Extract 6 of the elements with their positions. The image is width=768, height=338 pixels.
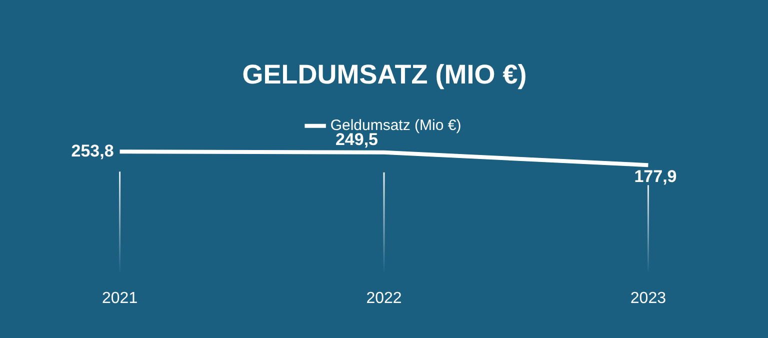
x-tick-label: 2023 xyxy=(630,290,666,308)
data-label: 177,9 xyxy=(634,166,677,186)
data-label: 253,8 xyxy=(71,141,114,160)
x-tick-label: 2022 xyxy=(366,290,402,308)
x-tick-label: 2021 xyxy=(102,290,138,308)
chart-title: GELDUMSATZ (MIO €) xyxy=(242,60,527,90)
